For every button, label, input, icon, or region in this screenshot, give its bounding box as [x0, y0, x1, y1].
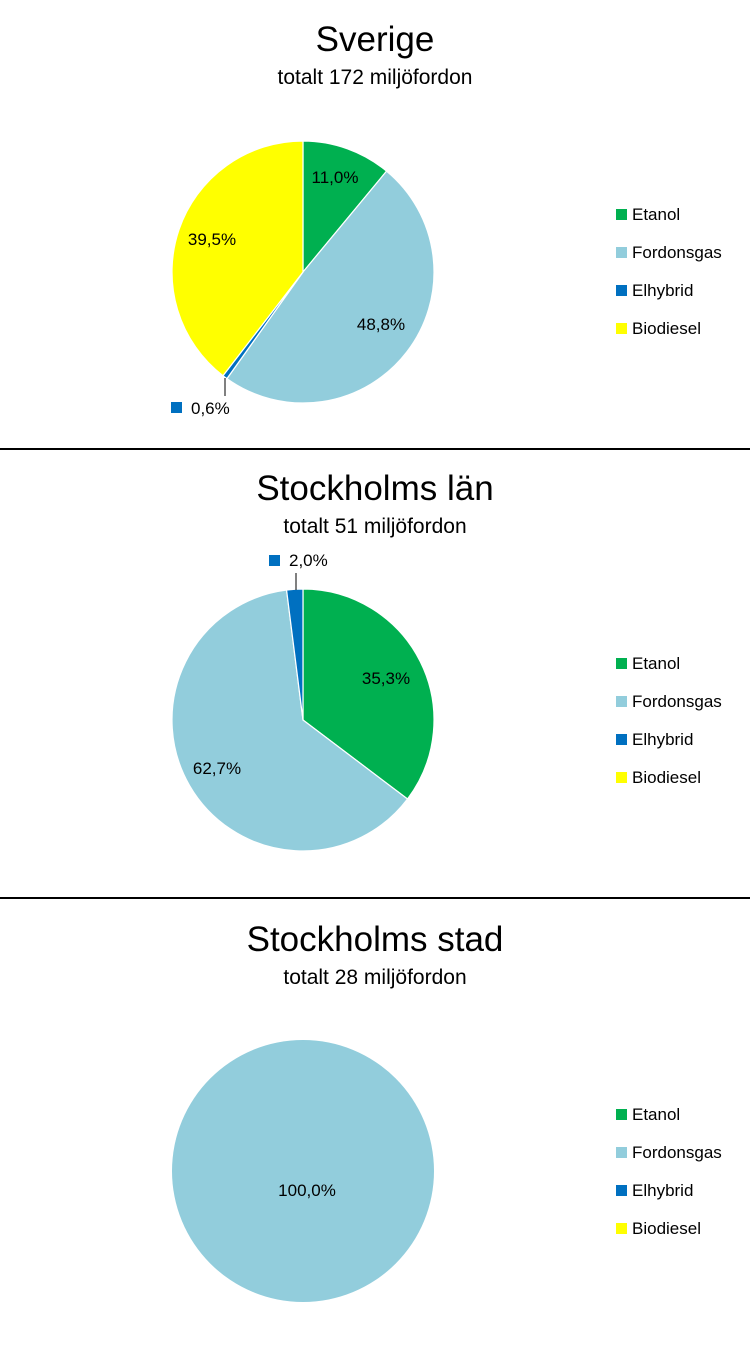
chart-title: Stockholms län	[256, 469, 494, 508]
data-label-etanol: 11,0%	[312, 168, 359, 187]
pie-slice-etanol	[302, 588, 435, 800]
data-label-fordonsgas: 62,7%	[193, 759, 241, 778]
legend-label: Elhybrid	[632, 1181, 694, 1200]
pie-slice-biodiesel	[171, 140, 304, 377]
legend-label: Fordonsgas	[632, 243, 722, 262]
divider	[0, 448, 750, 450]
pie-slice-fordonsgas	[226, 170, 435, 404]
data-label-elhybrid: 2,0%	[289, 551, 328, 570]
data-label-etanol: 35,3%	[362, 669, 410, 688]
pie-slice-fordonsgas	[171, 589, 409, 852]
legend-label: Biodiesel	[632, 1219, 701, 1238]
legend-label: Etanol	[632, 654, 681, 673]
chart-subtitle: totalt 51 miljöfordon	[283, 515, 467, 538]
legend-swatch	[616, 323, 627, 334]
pie-slice-etanol	[302, 140, 388, 273]
legend-swatch	[616, 285, 627, 296]
legend-swatch	[616, 696, 627, 707]
legend-swatch	[616, 772, 627, 783]
pie-slice-elhybrid	[285, 588, 304, 721]
legend-swatch	[616, 734, 627, 745]
pie-chart-stockholms-stad: 100,0%	[172, 1040, 434, 1302]
data-label-swatch	[269, 555, 280, 566]
pie-slice-fordonsgas	[172, 1040, 434, 1302]
legend-swatch	[616, 1223, 627, 1234]
data-label-fordonsgas: 48,8%	[357, 315, 405, 334]
legend-label: Fordonsgas	[632, 1143, 722, 1162]
chart-panel-stockholms-lan: Stockholms län totalt 51 miljöfordon 35,…	[0, 450, 750, 897]
chart-title: Stockholms stad	[246, 920, 504, 959]
chart-title: Sverige	[315, 20, 435, 59]
legend-swatch	[616, 658, 627, 669]
chart-subtitle: totalt 28 miljöfordon	[283, 966, 467, 989]
legend-label: Elhybrid	[632, 730, 694, 749]
legend-swatch	[616, 247, 627, 258]
chart-subtitle: totalt 172 miljöfordon	[277, 66, 473, 89]
pie-chart-sverige: 11,0% 48,8% 0,6% 39,5%	[171, 140, 435, 418]
pie-chart-stockholms-lan: 35,3% 62,7% 2,0%	[171, 551, 435, 852]
legend-label: Etanol	[632, 205, 681, 224]
chart-panel-sverige: Sverige totalt 172 miljöfordon 11,0% 48,8…	[0, 0, 750, 448]
legend-label: Biodiesel	[632, 768, 701, 787]
legend-label: Fordonsgas	[632, 692, 722, 711]
data-label-elhybrid: 0,6%	[191, 399, 230, 418]
legend-swatch	[616, 1185, 627, 1196]
data-label-swatch	[171, 402, 182, 413]
legend-label: Elhybrid	[632, 281, 694, 300]
legend-swatch	[616, 1109, 627, 1120]
legend-swatch	[616, 209, 627, 220]
legend-label: Biodiesel	[632, 319, 701, 338]
legend-swatch	[616, 1147, 627, 1158]
chart-panel-stockholms-stad: Stockholms stad totalt 28 miljöfordon 10…	[0, 899, 750, 1348]
legend-label: Etanol	[632, 1105, 681, 1124]
divider	[0, 897, 750, 899]
data-label-biodiesel: 39,5%	[188, 230, 236, 249]
data-label-fordonsgas: 100,0%	[278, 1181, 336, 1200]
